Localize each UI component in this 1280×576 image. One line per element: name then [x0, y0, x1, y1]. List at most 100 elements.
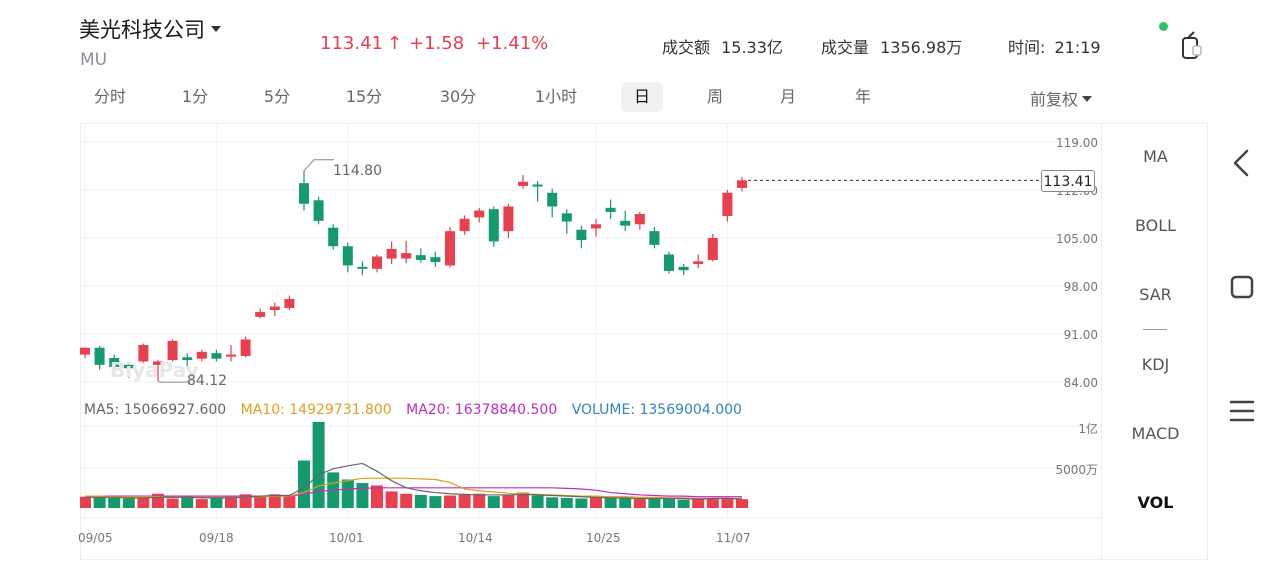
turnover-label: 成交额	[662, 38, 711, 57]
candle-body	[328, 227, 339, 247]
menu-icon[interactable]	[1226, 395, 1258, 427]
volume-bar	[268, 494, 281, 508]
candle-body	[226, 354, 236, 357]
y-tick-label: 84.00	[1063, 376, 1098, 390]
volume-bar	[298, 460, 310, 508]
volume-bar	[312, 421, 325, 508]
volume-bar	[225, 496, 237, 508]
turnover-value: 15.33亿	[721, 38, 783, 57]
high-price-label: 114.80	[333, 163, 382, 179]
candle-body	[591, 224, 601, 229]
volume-bar	[166, 498, 179, 508]
tab-1hour[interactable]: 1小时	[534, 87, 578, 106]
candle-body	[255, 312, 266, 317]
candle-body	[707, 238, 718, 260]
tab-30min[interactable]: 30分	[439, 87, 477, 106]
candle-body	[678, 266, 689, 271]
volume-bar	[692, 499, 705, 508]
x-tick-label: 10/14	[458, 531, 493, 545]
volume-bar	[195, 499, 208, 508]
volume-bar	[385, 491, 398, 508]
candle-body	[299, 183, 309, 204]
tab-5min[interactable]: 5分	[263, 87, 291, 106]
volume-bar	[648, 498, 661, 508]
volume-bar	[254, 495, 267, 508]
volume-bar	[736, 499, 748, 508]
time-value: 21:19	[1054, 38, 1101, 57]
indicator-sar[interactable]: SAR	[1139, 285, 1172, 304]
volume-bar	[414, 494, 427, 508]
legend-ma5: MA5: 15066927.600	[84, 402, 227, 418]
volume-bar	[283, 496, 296, 508]
candle-body	[693, 261, 704, 265]
volume-bar	[560, 497, 573, 508]
price-change-percent: +1.41%	[476, 33, 549, 54]
candle-body	[649, 231, 660, 245]
candle-body	[488, 209, 499, 242]
candle-body	[109, 358, 120, 367]
arrow-up-icon: ↑	[386, 33, 403, 54]
candle-body	[474, 210, 485, 218]
stock-ticker: MU	[80, 50, 108, 70]
indicator-vol[interactable]: VOL	[1137, 493, 1174, 512]
volume-label: 成交量	[821, 38, 870, 57]
share-icon[interactable]	[1180, 30, 1208, 60]
volume-bar	[108, 497, 121, 508]
volume-bar	[633, 499, 646, 508]
candle-body	[342, 246, 353, 266]
low-marker-line	[157, 380, 190, 383]
home-icon[interactable]	[1226, 271, 1258, 303]
y-tick-label: 105.00	[1056, 232, 1098, 246]
candle-body	[518, 181, 528, 186]
volume-bar	[473, 493, 486, 508]
indicator-boll[interactable]: BOLL	[1134, 216, 1177, 235]
ma20-line	[85, 487, 742, 498]
volume-bar	[604, 497, 617, 508]
x-tick-label: 11/07	[716, 531, 751, 545]
legend-ma10: MA10: 14929731.800	[240, 402, 392, 418]
candle-body	[459, 218, 470, 232]
candle-body	[605, 207, 616, 212]
candle-body	[430, 257, 441, 262]
indicator-kdj[interactable]: KDJ	[1141, 355, 1170, 374]
indicator-ma[interactable]: MA	[1143, 147, 1168, 166]
volume-bar	[181, 496, 194, 508]
candlestick-chart[interactable]	[80, 123, 1101, 560]
tab-week[interactable]: 周	[706, 87, 723, 106]
tab-month[interactable]: 月	[779, 87, 796, 106]
volume-bar	[663, 497, 675, 508]
back-icon[interactable]	[1226, 147, 1258, 179]
chevron-down-icon[interactable]	[211, 26, 221, 32]
legend-ma20: MA20: 16378840.500	[406, 402, 558, 418]
candle-body	[547, 192, 558, 207]
candle-body	[357, 266, 368, 269]
last-price: 113.41 ↑	[320, 33, 402, 54]
chart-frame	[80, 123, 1208, 560]
volume-bar	[93, 497, 106, 508]
y-tick-label: 91.00	[1063, 328, 1098, 342]
volume-bar	[137, 497, 150, 508]
candle-body	[153, 361, 163, 365]
tab-1min[interactable]: 1分	[181, 87, 209, 106]
ma5-line	[85, 462, 743, 500]
indicator-divider	[1143, 329, 1167, 330]
indicator-macd[interactable]: MACD	[1131, 424, 1180, 443]
time-label: 时间:	[1008, 38, 1046, 57]
low-price-label: 84.12	[187, 373, 228, 389]
volume-bar	[619, 498, 632, 508]
adjust-dropdown[interactable]: 前复权	[1030, 86, 1093, 110]
volume-bar	[487, 496, 500, 508]
candle-body	[532, 184, 543, 187]
tab-day[interactable]: 日	[621, 82, 663, 112]
volume-bar	[502, 494, 515, 508]
candle-body	[372, 256, 382, 269]
volume-bar	[400, 493, 413, 508]
tab-fenshi[interactable]: 分时	[93, 87, 126, 106]
volume-bar	[590, 497, 602, 508]
tab-year[interactable]: 年	[854, 87, 871, 106]
volume-stat: 成交量 1356.98万	[821, 34, 962, 58]
volume-bar	[80, 496, 91, 508]
stock-name[interactable]: 美光科技公司	[79, 14, 221, 44]
adjust-label: 前复权	[1030, 90, 1079, 109]
tab-15min[interactable]: 15分	[345, 87, 383, 106]
